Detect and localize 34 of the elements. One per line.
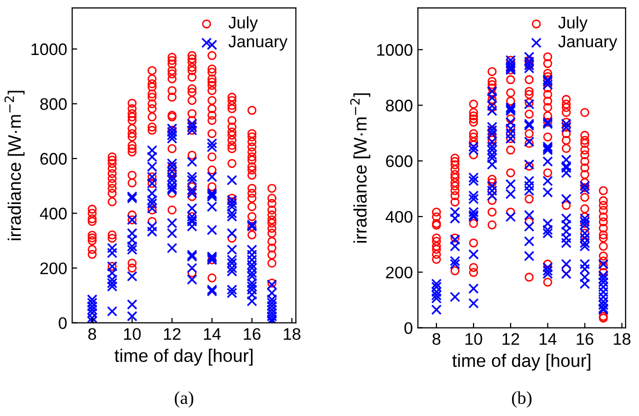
y-tick-label: 1000: [377, 44, 412, 56]
y-tick-label: 200: [40, 262, 67, 274]
x-tick-label: 18: [284, 328, 300, 340]
x-tick-label: 18: [614, 333, 630, 345]
y-tick-label: 600: [40, 152, 67, 165]
x-tick-label: 10: [124, 328, 141, 340]
x-tick-label: 8: [88, 328, 96, 340]
x-axis-title: time of day [hour]: [452, 354, 590, 371]
y-tick-label: 0: [58, 317, 67, 330]
y-tick-label: 800: [40, 98, 67, 110]
x-tick-label: 16: [576, 333, 594, 345]
y-tick-label: 400: [40, 208, 67, 220]
x-tick-label: 14: [540, 333, 556, 345]
y-axis-title: irradiance [W·m$^{−2}$]: [4, 90, 25, 240]
y-tick-label: 200: [386, 266, 412, 278]
y-tick-label: 400: [386, 210, 412, 223]
y-tick-label: 0: [404, 322, 412, 334]
text: (b): [512, 391, 532, 408]
legend-label: July: [558, 16, 588, 32]
legend-label: January: [228, 36, 288, 51]
y-tick-label: 800: [386, 100, 412, 112]
x-tick-label: 12: [164, 328, 180, 340]
x-axis-title: time of day [hour]: [114, 348, 252, 366]
legend-label: January: [558, 36, 618, 51]
x-tick-label: 12: [502, 333, 520, 345]
y-axis-title: irradiance [W·m$^{−2}$]: [350, 93, 370, 243]
y-tick-label: 1000: [32, 43, 67, 56]
legend-label: July: [228, 16, 258, 32]
x-tick-label: 14: [204, 328, 221, 340]
y-tick-label: 600: [386, 155, 412, 168]
x-tick-label: 10: [466, 333, 482, 345]
text: (a): [174, 391, 194, 408]
x-tick-label: 8: [432, 333, 440, 345]
x-tick-label: 16: [244, 328, 260, 340]
